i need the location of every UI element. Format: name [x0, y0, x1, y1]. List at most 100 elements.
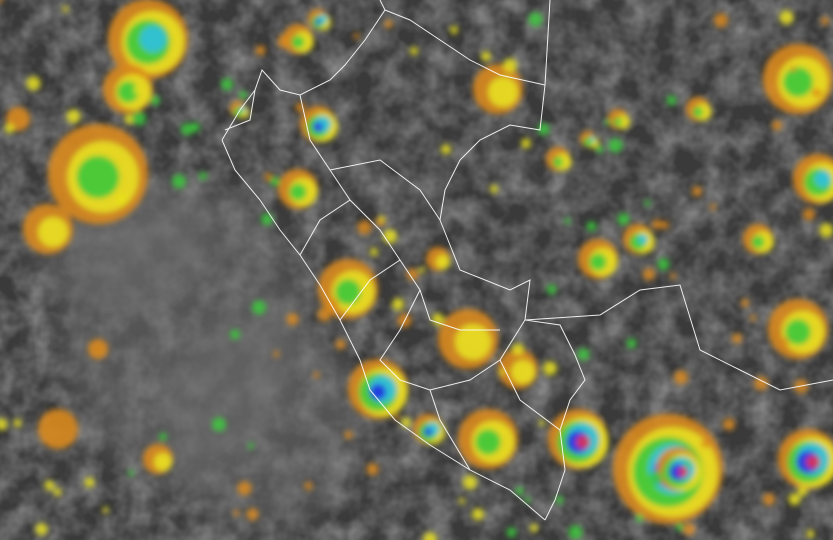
cloud-cell — [750, 315, 756, 321]
cloud-cell — [674, 370, 688, 385]
cloud-cell — [0, 418, 8, 431]
cloud-cell — [819, 223, 833, 238]
cloud-cell — [661, 221, 669, 229]
cloud-level-5 — [677, 466, 689, 478]
cloud-cell — [401, 417, 411, 428]
cloud-cell — [459, 498, 465, 504]
cloud-cell — [539, 420, 545, 426]
cloud-cell — [555, 496, 564, 504]
cloud-cell — [528, 12, 543, 27]
cloud-cell — [199, 172, 207, 180]
cloud-cell — [84, 477, 95, 488]
cloud-level-2 — [117, 81, 139, 103]
cloud-cell — [821, 17, 829, 25]
cloud-cell — [732, 333, 742, 344]
border-line — [299, 199, 351, 256]
cloud-cell — [608, 138, 623, 153]
cloud-level-2 — [589, 253, 607, 271]
cloud-cell — [335, 339, 346, 350]
cloud-level-3 — [590, 136, 596, 142]
cloud-level-2 — [289, 183, 307, 201]
cloud-level-2 — [783, 67, 813, 97]
cloud-cell — [754, 376, 768, 391]
border-line — [299, 94, 500, 331]
cloud-level-4 — [313, 122, 323, 132]
cloud-cell — [648, 471, 663, 486]
cloud-level-2 — [552, 156, 564, 168]
cloud-cell — [463, 475, 477, 490]
cloud-cell — [657, 258, 670, 271]
cloud-level-5 — [576, 435, 590, 449]
cloud-level-0 — [88, 339, 108, 359]
cloud-cell — [675, 523, 684, 531]
border-line — [524, 284, 833, 391]
cloud-level-2 — [583, 137, 593, 147]
cloud-level-1 — [488, 77, 518, 107]
cloud-cell — [255, 45, 266, 56]
cloud-cell — [788, 493, 801, 506]
cloud-cell — [221, 78, 233, 91]
cloud-cell — [252, 300, 266, 315]
cloud-level-4 — [369, 383, 387, 401]
cloud-cell — [797, 486, 808, 497]
cloud-cell — [239, 91, 247, 99]
cloud-cell — [577, 348, 590, 361]
cloud-cell — [62, 6, 69, 12]
cloud-cell — [128, 470, 134, 476]
cloud-cell — [181, 123, 193, 136]
cloud-cell — [270, 176, 280, 187]
cloud-cell — [617, 213, 630, 226]
cloud-cell — [379, 216, 385, 222]
cloud-cell — [763, 493, 775, 506]
cloud-cell — [102, 507, 109, 513]
cloud-cell — [521, 138, 531, 149]
cloud-level-2 — [613, 117, 623, 127]
cloud-cell — [666, 95, 677, 106]
cloud-cell — [150, 95, 160, 106]
cloud-cell — [366, 463, 379, 476]
cloud-cell — [643, 268, 655, 281]
cloud-cell — [635, 514, 644, 522]
border-line — [379, 0, 386, 11]
cloud-cell — [419, 267, 425, 273]
cloud-cell — [779, 10, 794, 25]
cloud-cell — [13, 419, 22, 427]
cloud-cell — [317, 307, 332, 322]
cloud-cell — [490, 185, 498, 193]
cloud-cell — [684, 461, 691, 467]
cloud-cell — [432, 313, 444, 326]
cloud-level-1 — [435, 254, 451, 270]
cloud-level-1 — [511, 360, 535, 384]
cloud-cell — [546, 284, 557, 295]
cloud-cell — [790, 66, 796, 72]
cloud-cell — [781, 338, 789, 346]
border-line — [221, 139, 546, 521]
cloud-cell — [512, 343, 524, 356]
cloud-cell — [537, 123, 550, 136]
cloud-cell — [568, 525, 583, 540]
cloud-cell — [595, 145, 604, 153]
border-line — [429, 389, 471, 471]
cloud-cell — [261, 213, 273, 226]
cloud-level-1 — [455, 324, 491, 360]
cloud-level-3 — [638, 234, 648, 244]
cloud-cell — [481, 51, 491, 62]
cloud-cell — [277, 34, 292, 49]
cloud-level-3 — [814, 170, 832, 188]
cloud-cell — [212, 417, 226, 432]
country-borders — [221, 0, 833, 521]
cloud-cell — [812, 87, 822, 98]
cloud-cell — [304, 482, 313, 490]
cloud-cell — [273, 351, 280, 357]
cloud-level-1 — [154, 453, 172, 471]
cloud-cell — [237, 481, 252, 496]
cloud-cell — [806, 530, 815, 538]
cloud-cell — [564, 218, 571, 224]
border-line — [379, 289, 526, 391]
cloud-cell — [383, 229, 397, 244]
cloud-cell — [701, 440, 709, 448]
cloud-cell — [423, 532, 437, 540]
cloud-cell — [246, 508, 259, 521]
